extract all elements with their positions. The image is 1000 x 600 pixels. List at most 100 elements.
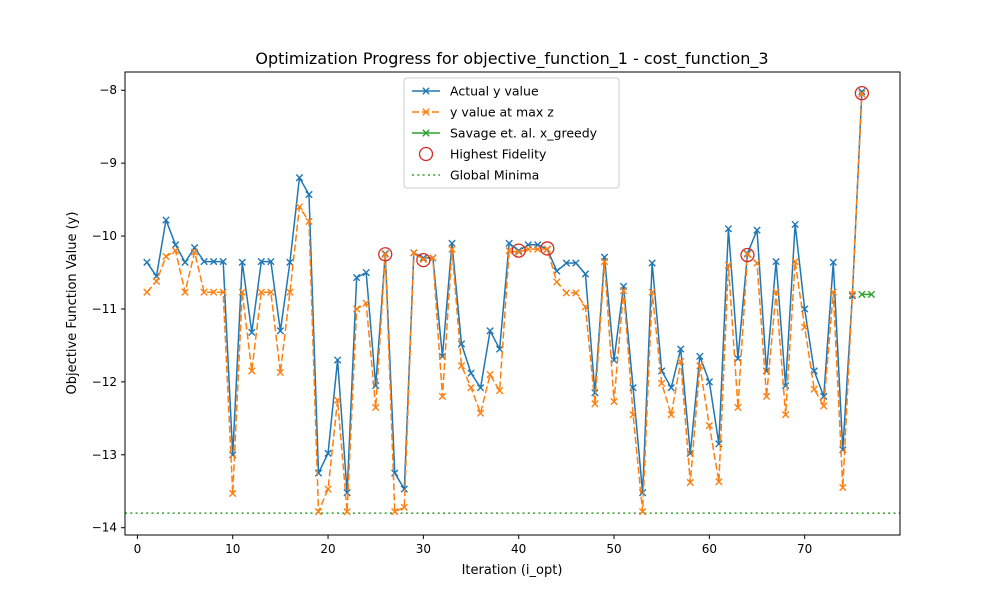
data-point-y-value-at-max-z: [858, 90, 866, 98]
data-point-actual-y-value: [333, 356, 342, 364]
data-point-actual-y-value: [248, 328, 256, 336]
data-point-y-value-at-max-z: [686, 478, 694, 487]
data-point-y-value-at-max-z: [286, 288, 294, 296]
data-point-y-value-at-max-z: [324, 485, 332, 493]
chart-title: Optimization Progress for objective_func…: [255, 49, 768, 69]
data-point-y-value-at-max-z: [400, 503, 409, 511]
data-point-y-value-at-max-z: [476, 409, 485, 417]
y-axis-label: Objective Function Value (y): [65, 212, 80, 395]
data-point-y-value-at-max-z: [515, 248, 523, 256]
data-point-actual-y-value: [800, 305, 809, 313]
data-point-y-value-at-max-z: [543, 245, 551, 253]
data-point-y-value-at-max-z: [352, 305, 361, 313]
legend-label: Highest Fidelity: [450, 147, 547, 162]
data-point-y-value-at-max-z: [629, 410, 637, 419]
data-point-y-value-at-max-z: [524, 245, 532, 253]
legend-label: y value at max z: [450, 105, 554, 120]
data-point-y-value-at-max-z: [200, 288, 208, 296]
data-point-y-value-at-max-z: [362, 299, 370, 307]
data-point-actual-y-value: [858, 87, 866, 96]
series-line-y-value-at-max-z: [146, 93, 863, 513]
legend-entry-highest-fidelity: Highest Fidelity: [418, 146, 547, 162]
data-point-actual-y-value: [677, 345, 685, 353]
data-point-actual-y-value: [448, 239, 456, 248]
data-point-actual-y-value: [705, 378, 714, 386]
data-point-y-value-at-max-z: [438, 392, 447, 401]
data-point-actual-y-value: [515, 246, 523, 255]
data-point-actual-y-value: [495, 345, 504, 353]
data-point-actual-y-value: [505, 239, 513, 248]
legend-marker: [422, 108, 430, 116]
data-point-y-value-at-max-z: [162, 252, 170, 261]
data-point-y-value-at-max-z: [333, 396, 342, 404]
data-point-y-value-at-max-z: [638, 507, 647, 516]
data-point-y-value-at-max-z: [791, 257, 799, 266]
data-point-actual-y-value: [467, 369, 475, 377]
legend-marker: [422, 87, 430, 95]
legend-entry-savage-et-al-x-greedy: Savage et. al. x_greedy: [412, 126, 598, 141]
data-point-y-value-at-max-z: [219, 288, 227, 296]
data-point-actual-y-value: [696, 352, 704, 361]
data-point-y-value-at-max-z: [734, 403, 742, 412]
data-point-actual-y-value: [486, 327, 494, 335]
legend-handle: [418, 146, 434, 162]
data-point-y-value-at-max-z: [772, 288, 780, 296]
data-point-y-value-at-max-z: [381, 250, 389, 258]
data-point-y-value-at-max-z: [810, 385, 818, 393]
data-point-actual-y-value: [419, 254, 428, 262]
data-point-actual-y-value: [820, 392, 828, 401]
x-tick-label: 60: [702, 542, 717, 556]
data-point-actual-y-value: [314, 469, 323, 477]
data-point-y-value-at-max-z: [171, 246, 180, 255]
legend: Actual y value y value at max z Savage et.…: [403, 77, 620, 189]
highest-fidelity-marker: [540, 241, 555, 256]
data-point-actual-y-value: [572, 259, 580, 267]
data-point-y-value-at-max-z: [800, 323, 809, 331]
data-point-y-value-at-max-z: [848, 290, 857, 299]
data-point-actual-y-value: [352, 273, 361, 282]
plot-content: [125, 85, 900, 516]
axes-frame: [124, 71, 901, 536]
data-point-y-value-at-max-z: [562, 289, 571, 297]
data-point-actual-y-value: [276, 327, 285, 335]
data-point-actual-y-value: [791, 220, 799, 229]
x-tick-label: 0: [134, 542, 142, 556]
data-point-y-value-at-max-z: [209, 288, 218, 296]
data-point-actual-y-value: [295, 174, 304, 182]
x-tick-label: 40: [511, 542, 526, 556]
data-point-actual-y-value: [181, 258, 189, 266]
data-point-y-value-at-max-z: [181, 288, 189, 296]
x-tick-label: 20: [320, 542, 335, 556]
data-point-actual-y-value: [391, 469, 399, 477]
data-point-y-value-at-max-z: [591, 400, 599, 408]
legend-label: Global Minima: [450, 168, 539, 183]
data-point-y-value-at-max-z: [486, 370, 494, 379]
x-tick-label: 50: [606, 542, 621, 556]
data-point-y-value-at-max-z: [724, 261, 733, 269]
legend-box: [403, 77, 620, 189]
highest-fidelity-marker: [511, 243, 526, 258]
data-point-y-value-at-max-z: [267, 288, 275, 296]
data-point-y-value-at-max-z: [343, 507, 351, 516]
data-point-actual-y-value: [829, 258, 837, 266]
data-point-actual-y-value: [562, 259, 571, 267]
y-tick-label: −14: [92, 521, 117, 535]
data-point-y-value-at-max-z: [305, 217, 313, 226]
data-point-y-value-at-max-z: [505, 246, 513, 255]
x-tick-label: 10: [225, 542, 240, 556]
legend-entry-y-value-at-max-z: y value at max z: [412, 105, 554, 120]
data-point-y-value-at-max-z: [467, 384, 475, 392]
y-tick-label: −11: [92, 302, 117, 316]
data-point-actual-y-value: [209, 257, 218, 266]
highest-fidelity-marker: [378, 247, 393, 262]
highest-fidelity-marker: [416, 252, 431, 268]
legend-label: Actual y value: [450, 84, 539, 99]
data-point-y-value-at-max-z: [820, 402, 828, 410]
data-point-y-value-at-max-z: [657, 379, 666, 388]
data-point-actual-y-value: [848, 292, 857, 300]
legend-entry-actual-y-value: Actual y value: [412, 84, 539, 99]
data-point-y-value-at-max-z: [581, 303, 590, 311]
data-point-actual-y-value: [581, 270, 590, 278]
y-tick-label: −13: [92, 448, 117, 462]
